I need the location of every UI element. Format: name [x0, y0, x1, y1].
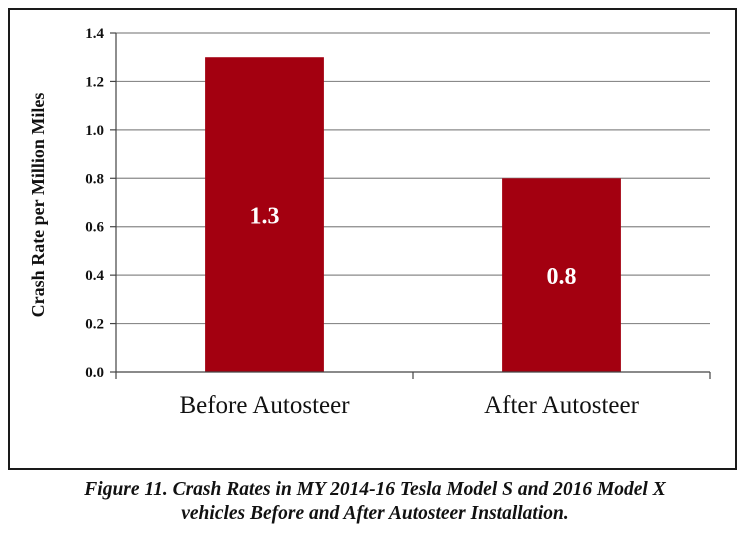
data-labels: 1.3 0.8 — [250, 204, 577, 291]
data-label: 0.8 — [547, 264, 577, 290]
y-tick-label: 0.4 — [85, 268, 104, 284]
x-tick-label: After Autosteer — [484, 392, 639, 419]
y-tick-labels: 0.0 0.2 0.4 0.6 0.8 1.0 1.2 1.4 — [85, 26, 104, 381]
y-tick-label: 0.6 — [85, 220, 104, 236]
y-tick-label: 0.2 — [85, 317, 104, 333]
caption-line-1: Figure 11. Crash Rates in MY 2014-16 Tes… — [84, 479, 666, 500]
y-tick-label: 1.2 — [85, 74, 104, 90]
caption-line-2: vehicles Before and After Autosteer Inst… — [181, 503, 569, 524]
x-tick-labels: Before Autosteer After Autosteer — [115, 372, 711, 419]
chart-frame — [8, 8, 737, 470]
y-tick-label: 1.0 — [85, 123, 104, 139]
data-label: 1.3 — [250, 204, 280, 230]
bar-1 — [205, 57, 324, 372]
y-tick-label: 0.8 — [85, 171, 104, 187]
y-axis-label: Crash Rate per Million Miles — [28, 93, 48, 318]
bars — [205, 57, 621, 372]
x-tick-label: Before Autosteer — [179, 392, 350, 419]
y-tick-label: 0.0 — [85, 365, 104, 381]
y-tick-label: 1.4 — [85, 26, 104, 42]
bar-2 — [502, 178, 621, 372]
figure-caption: Figure 11. Crash Rates in MY 2014-16 Tes… — [0, 478, 750, 526]
